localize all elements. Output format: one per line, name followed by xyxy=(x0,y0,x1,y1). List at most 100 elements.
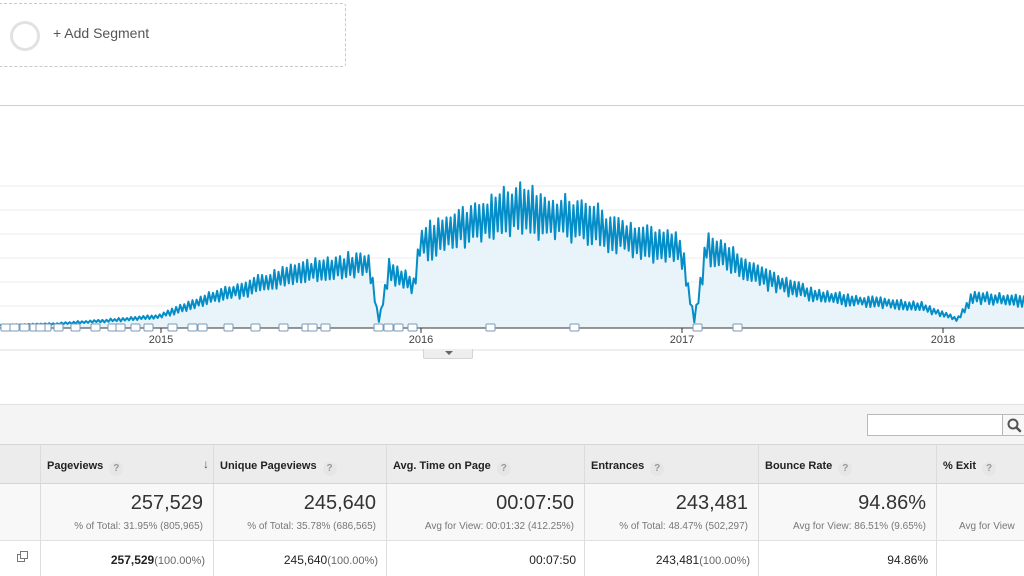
totals-bounce-rate-sub: Avg for View: 86.51% (9.65%) xyxy=(792,521,926,532)
header-cell-dimension xyxy=(0,445,41,483)
row-bounce-rate: 94.86% xyxy=(759,541,937,576)
totals-bounce-rate: 94.86% Avg for View: 86.51% (9.65%) xyxy=(759,484,937,540)
totals-exit: Avg for View xyxy=(937,484,1024,540)
chart-svg: 2015 2016 2017 2018 xyxy=(0,181,1024,351)
help-icon[interactable]: ? xyxy=(838,462,853,476)
annotation-marker-icon xyxy=(250,323,261,332)
totals-entrances: 243,481 % of Total: 48.47% (502,297) xyxy=(585,484,759,540)
totals-entrances-value: 243,481 xyxy=(675,492,748,514)
row-unique-pageviews-value: 245,640 xyxy=(283,553,328,567)
table-totals-row: 257,529 % of Total: 31.95% (805,965) 245… xyxy=(0,484,1024,541)
pageviews-chart: 2015 2016 2017 2018 xyxy=(0,106,1024,356)
annotation-marker-icon xyxy=(9,323,20,332)
annotation-marker-icon xyxy=(383,323,394,332)
annotation-marker-icon xyxy=(732,323,743,332)
help-icon[interactable]: ? xyxy=(322,462,337,476)
totals-exit-sub: Avg for View xyxy=(959,521,1015,532)
chart-x-tick-label: 2016 xyxy=(409,334,433,346)
annotation-marker-icon xyxy=(35,323,46,332)
chart-x-ticks: 2015 2016 2017 2018 xyxy=(149,328,955,346)
header-pageviews-label: Pageviews xyxy=(47,460,104,472)
row-entrances-value: 243,481 xyxy=(655,553,700,567)
annotation-marker-icon xyxy=(320,323,331,332)
totals-pageviews-value: 257,529 xyxy=(130,492,203,514)
annotation-marker-icon xyxy=(197,323,208,332)
table-search-input[interactable] xyxy=(867,414,1003,436)
header-avg-time-label: Avg. Time on Page xyxy=(393,460,491,472)
annotation-marker-icon xyxy=(407,323,418,332)
row-exit xyxy=(937,541,1024,576)
totals-unique-pageviews-sub: % of Total: 35.78% (686,565) xyxy=(247,521,376,532)
row-unique-pageviews-pct: (100.00%) xyxy=(327,555,378,567)
row-pageviews: 257,529(100.00%) xyxy=(41,541,214,576)
help-icon[interactable]: ? xyxy=(982,462,997,476)
add-segment-label[interactable]: + Add Segment xyxy=(53,25,150,41)
totals-bounce-rate-value: 94.86% xyxy=(858,492,926,514)
header-unique-pageviews-label: Unique Pageviews xyxy=(220,460,317,472)
row-pageviews-value: 257,529 xyxy=(110,553,155,567)
row-dimension-cell xyxy=(0,541,41,576)
annotation-marker-icon xyxy=(167,323,178,332)
header-entrances[interactable]: Entrances? xyxy=(585,445,759,483)
chart-x-tick-label: 2018 xyxy=(931,334,955,346)
chart-x-tick-label: 2017 xyxy=(670,334,694,346)
totals-pageviews-sub: % of Total: 31.95% (805,965) xyxy=(74,521,203,532)
row-avg-time-value: 00:07:50 xyxy=(529,553,576,567)
chevron-down-icon xyxy=(445,351,453,355)
help-icon[interactable]: ? xyxy=(109,462,124,476)
annotation-marker-icon xyxy=(569,323,580,332)
annotation-marker-icon xyxy=(393,323,404,332)
row-avg-time: 00:07:50 xyxy=(387,541,585,576)
table-search-button[interactable] xyxy=(1002,414,1024,436)
sort-down-arrow-icon[interactable]: ↓ xyxy=(203,457,209,471)
header-unique-pageviews[interactable]: Unique Pageviews? xyxy=(214,445,387,483)
annotation-marker-icon xyxy=(278,323,289,332)
header-entrances-label: Entrances xyxy=(591,460,645,472)
annotation-marker-icon xyxy=(0,323,11,332)
row-entrances-pct: (100.00%) xyxy=(699,555,750,567)
header-exit[interactable]: % Exit? xyxy=(937,445,1024,483)
annotation-marker-icon xyxy=(130,323,141,332)
totals-pageviews: 257,529 % of Total: 31.95% (805,965) xyxy=(41,484,214,540)
annotation-marker-icon xyxy=(143,323,154,332)
table-toolbar xyxy=(0,404,1024,444)
annotation-marker-icon xyxy=(19,323,30,332)
annotation-marker-icon xyxy=(692,323,703,332)
annotation-markers xyxy=(0,323,743,332)
annotation-marker-icon xyxy=(90,323,101,332)
annotation-marker-icon xyxy=(485,323,496,332)
totals-avg-time-sub: Avg for View: 00:01:32 (412.25%) xyxy=(424,521,574,532)
segment-circle-icon xyxy=(10,21,40,51)
annotation-marker-icon xyxy=(53,323,64,332)
chart-x-tick-label: 2015 xyxy=(149,334,173,346)
header-bounce-rate-label: Bounce Rate xyxy=(765,460,833,472)
help-icon[interactable]: ? xyxy=(650,462,665,476)
row-pageviews-pct: (100.00%) xyxy=(154,555,205,567)
row-bounce-rate-value: 94.86% xyxy=(887,553,928,567)
search-icon xyxy=(1007,418,1022,433)
chart-top-divider xyxy=(0,105,1024,106)
row-entrances: 243,481(100.00%) xyxy=(585,541,759,576)
totals-unique-pageviews-value: 245,640 xyxy=(303,492,376,514)
totals-avg-time-value: 00:07:50 xyxy=(496,492,574,514)
row-unique-pageviews: 245,640(100.00%) xyxy=(214,541,387,576)
open-in-new-window-icon[interactable] xyxy=(17,551,29,563)
add-segment-box[interactable]: + Add Segment xyxy=(0,3,346,67)
annotation-marker-icon xyxy=(373,323,384,332)
chart-series-line xyxy=(0,181,1024,327)
annotation-marker-icon xyxy=(70,323,81,332)
annotation-marker-icon xyxy=(223,323,234,332)
table-row: 257,529(100.00%) 245,640(100.00%) 00:07:… xyxy=(0,541,1024,576)
table-header-row: Pageviews? ↓ Unique Pageviews? Avg. Time… xyxy=(0,444,1024,484)
totals-entrances-sub: % of Total: 48.47% (502,297) xyxy=(619,521,748,532)
header-avg-time[interactable]: Avg. Time on Page? xyxy=(387,445,585,483)
annotation-marker-icon xyxy=(187,323,198,332)
totals-unique-pageviews: 245,640 % of Total: 35.78% (686,565) xyxy=(214,484,387,540)
header-bounce-rate[interactable]: Bounce Rate? xyxy=(759,445,937,483)
help-icon[interactable]: ? xyxy=(496,462,511,476)
annotation-marker-icon xyxy=(307,323,318,332)
header-pageviews[interactable]: Pageviews? ↓ xyxy=(41,445,214,483)
annotations-toggle-handle[interactable] xyxy=(423,349,473,359)
annotation-marker-icon xyxy=(115,323,126,332)
header-exit-label: % Exit xyxy=(943,460,977,472)
